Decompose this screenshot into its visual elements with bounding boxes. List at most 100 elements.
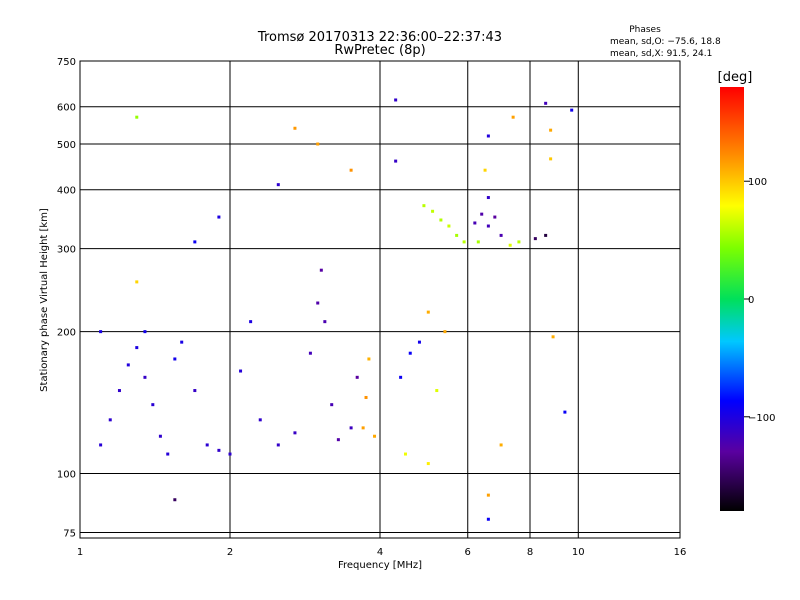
colorbar-ticks: 100 0 −100: [744, 177, 775, 424]
stats-heading: Phases: [629, 25, 661, 35]
data-point: [408, 351, 412, 355]
data-point: [135, 346, 139, 350]
y-axis-label: Stationary phase Virtual Height [km]: [39, 208, 50, 392]
data-point: [447, 224, 451, 228]
data-point: [108, 418, 112, 422]
x-tick-label: 2: [227, 547, 233, 558]
data-point: [228, 452, 232, 456]
stats-line-o: mean, sd,O: −75.6, 18.8: [610, 37, 721, 47]
chart-title: Tromsø 20170313 22:36:00–22:37:43: [257, 30, 502, 45]
colorbar-label: [deg]: [718, 70, 753, 85]
data-point: [193, 240, 197, 244]
data-point: [517, 240, 521, 244]
data-point: [455, 233, 459, 237]
data-point: [499, 443, 503, 447]
data-point: [417, 340, 421, 344]
data-point: [483, 168, 487, 172]
data-point: [349, 168, 353, 172]
x-tick-label: 10: [572, 547, 585, 558]
data-point: [462, 240, 466, 244]
data-point: [486, 224, 490, 228]
data-point: [249, 320, 253, 324]
data-point: [349, 426, 353, 430]
data-point: [293, 126, 297, 130]
x-tick-label: 1: [77, 547, 83, 558]
data-point: [205, 443, 209, 447]
data-point: [551, 335, 555, 339]
data-point: [323, 320, 327, 324]
colorbar-tick-label: 100: [748, 177, 767, 188]
data-point: [394, 98, 398, 102]
data-point: [308, 351, 312, 355]
data-point: [422, 204, 426, 208]
data-point: [473, 221, 477, 225]
data-point: [99, 443, 103, 447]
data-point: [173, 498, 177, 502]
data-point: [330, 403, 334, 407]
data-point: [135, 115, 139, 119]
data-point: [166, 452, 170, 456]
data-point: [217, 448, 221, 452]
data-point: [99, 330, 103, 334]
data-point: [336, 438, 340, 442]
x-tick-label: 4: [377, 547, 383, 558]
data-point: [426, 310, 430, 314]
data-point: [151, 403, 155, 407]
data-point: [431, 209, 435, 213]
data-points: [99, 98, 574, 521]
data-point: [486, 196, 490, 200]
x-tick-labels: 1 2 4 6 8 10 16: [77, 547, 687, 558]
x-tick-label: 6: [465, 547, 471, 558]
data-point: [173, 357, 177, 361]
data-point: [399, 375, 403, 379]
data-point: [476, 240, 480, 244]
y-tick-label: 200: [57, 328, 76, 339]
data-point: [276, 183, 280, 187]
data-point: [117, 389, 121, 393]
data-point: [486, 134, 490, 138]
x-axis-label: Frequency [MHz]: [338, 560, 422, 571]
data-point: [193, 389, 197, 393]
data-point: [435, 389, 439, 393]
data-point: [364, 395, 368, 399]
data-point: [180, 340, 184, 344]
x-tick-label: 8: [527, 547, 533, 558]
data-point: [394, 159, 398, 163]
data-point: [493, 215, 497, 219]
data-point: [486, 493, 490, 497]
data-point: [544, 101, 548, 105]
data-point: [533, 237, 537, 241]
data-point: [373, 434, 377, 438]
y-tick-labels: 75 100 200 300 400 500 600 750: [57, 57, 76, 539]
data-point: [508, 243, 512, 247]
grid-lines: [80, 60, 680, 538]
x-tick-label: 16: [674, 547, 687, 558]
data-point: [276, 443, 280, 447]
y-tick-label: 600: [57, 103, 76, 114]
y-tick-label: 300: [57, 245, 76, 256]
stats-line-x: mean, sd,X: 91.5, 24.1: [610, 49, 712, 59]
data-point: [126, 363, 130, 367]
data-point: [316, 142, 320, 146]
data-point: [316, 301, 320, 305]
data-point: [361, 426, 365, 430]
data-point: [367, 357, 371, 361]
data-point: [511, 115, 515, 119]
y-tick-label: 75: [63, 528, 76, 539]
data-point: [480, 212, 484, 216]
data-point: [499, 233, 503, 237]
data-point: [443, 330, 447, 334]
data-point: [544, 233, 548, 237]
data-point: [549, 128, 553, 132]
data-point: [319, 268, 323, 272]
y-tick-label: 100: [57, 470, 76, 481]
data-point: [217, 215, 221, 219]
colorbar: [720, 87, 744, 511]
data-point: [135, 280, 139, 284]
data-point: [355, 375, 359, 379]
data-point: [439, 218, 443, 222]
y-tick-label: 400: [57, 186, 76, 197]
data-point: [549, 157, 553, 161]
colorbar-tick-label: 0: [748, 295, 754, 306]
